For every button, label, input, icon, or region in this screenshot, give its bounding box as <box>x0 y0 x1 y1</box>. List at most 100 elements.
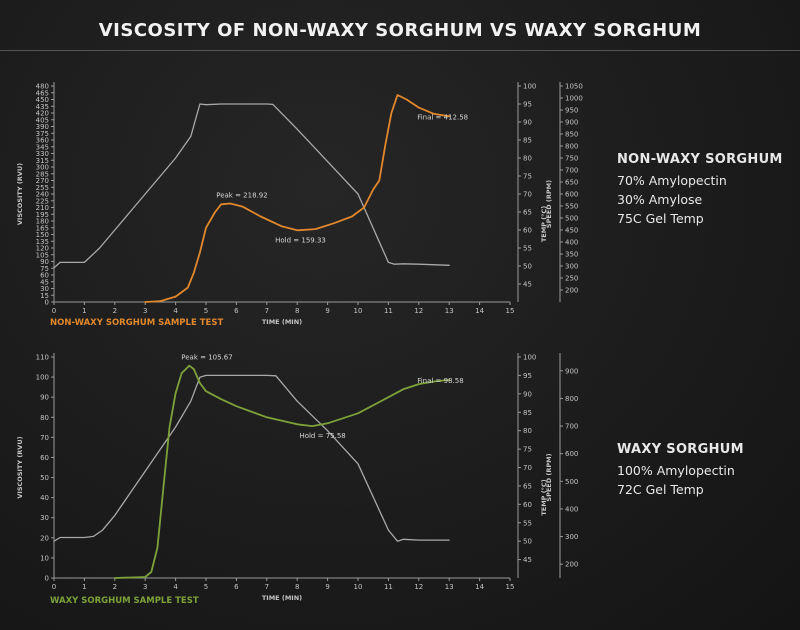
annotation-label: Final = 98.58 <box>417 377 464 385</box>
y-tick-label: 450 <box>36 96 49 104</box>
x-tick-label: 3 <box>143 307 147 315</box>
y-tick-label: 285 <box>36 170 49 178</box>
y3-tick-label: 550 <box>565 203 578 211</box>
y-tick-label: 60 <box>40 272 49 280</box>
x-tick-label: 0 <box>52 583 56 591</box>
x-tick-label: 9 <box>325 307 329 315</box>
y-tick-label: 390 <box>36 123 49 131</box>
y3-tick-label: 650 <box>565 179 578 187</box>
nonwaxy-heading: NON-WAXY SORGHUM <box>617 152 783 167</box>
x-axis-title: TIME (MIN) <box>262 594 302 602</box>
y2-tick-label: 90 <box>523 390 532 398</box>
y2-tick-label: 55 <box>523 245 532 253</box>
y-tick-label: 15 <box>40 292 49 300</box>
x-tick-label: 1 <box>82 583 86 591</box>
y3-tick-label: 850 <box>565 131 578 139</box>
y-tick-label: 210 <box>36 204 49 212</box>
viscosity-line <box>113 364 451 579</box>
x-tick-label: 13 <box>445 307 454 315</box>
x-tick-label: 14 <box>475 307 484 315</box>
x-tick-label: 12 <box>414 583 423 591</box>
y3-tick-label: 250 <box>565 275 578 283</box>
y3-tick-label: 200 <box>565 561 578 569</box>
y-tick-label: 90 <box>40 394 49 402</box>
y3-tick-label: 950 <box>565 107 578 115</box>
y2-tick-label: 70 <box>523 464 532 472</box>
y-tick-label: 0 <box>45 575 49 583</box>
x-tick-label: 15 <box>506 307 515 315</box>
y3-tick-label: 700 <box>565 423 578 431</box>
y-tick-label: 465 <box>36 89 49 97</box>
x-tick-label: 12 <box>414 307 423 315</box>
x-tick-label: 15 <box>506 583 515 591</box>
y-tick-label: 180 <box>36 218 49 226</box>
y-tick-label: 60 <box>40 454 49 462</box>
nonwaxy-info-line: 70% Amylopectin <box>617 173 727 188</box>
y-tick-label: 165 <box>36 224 49 232</box>
y3-tick-label: 500 <box>565 215 578 223</box>
y-tick-label: 45 <box>40 278 49 286</box>
x-tick-label: 2 <box>113 307 117 315</box>
y-tick-label: 105 <box>36 251 49 259</box>
x-tick-label: 10 <box>354 307 363 315</box>
y2-tick-label: 45 <box>523 556 532 564</box>
annotation-label: Peak = 105.67 <box>181 354 232 362</box>
x-tick-label: 2 <box>113 583 117 591</box>
y3-tick-label: 800 <box>565 395 578 403</box>
page-title: VISCOSITY OF NON-WAXY SORGHUM VS WAXY SO… <box>98 20 702 41</box>
y3-tick-label: 750 <box>565 155 578 163</box>
y-tick-label: 90 <box>40 258 49 266</box>
y3-tick-label: 700 <box>565 167 578 175</box>
y-tick-label: 70 <box>40 434 49 442</box>
y-tick-label: 270 <box>36 177 49 185</box>
y2-axis-title: TEMP (°C) <box>540 206 548 242</box>
y-tick-label: 120 <box>36 245 49 253</box>
y2-tick-label: 100 <box>523 83 536 91</box>
y3-tick-label: 500 <box>565 478 578 486</box>
y-tick-label: 345 <box>36 143 49 151</box>
y3-axis-title: SPEED (RPM) <box>545 180 553 228</box>
x-tick-label: 7 <box>265 583 269 591</box>
nonwaxy-info-line: 75C Gel Temp <box>617 211 704 226</box>
y-tick-label: 20 <box>40 534 49 542</box>
waxy-info-line: 100% Amylopectin <box>617 463 735 478</box>
x-tick-label: 1 <box>82 307 86 315</box>
y-tick-label: 480 <box>36 83 49 91</box>
y-tick-label: 135 <box>36 238 49 246</box>
x-tick-label: 8 <box>295 307 299 315</box>
title-divider <box>0 50 800 51</box>
y2-tick-label: 85 <box>523 409 532 417</box>
y2-tick-label: 70 <box>523 191 532 199</box>
sample-test-label: WAXY SORGHUM SAMPLE TEST <box>50 596 199 606</box>
y3-tick-label: 200 <box>565 287 578 295</box>
x-tick-label: 3 <box>143 583 147 591</box>
y2-tick-label: 60 <box>523 227 532 235</box>
x-tick-label: 9 <box>325 583 329 591</box>
y-tick-label: 195 <box>36 211 49 219</box>
y3-tick-label: 400 <box>565 505 578 513</box>
y-tick-label: 330 <box>36 150 49 158</box>
y3-tick-label: 350 <box>565 251 578 259</box>
y2-tick-label: 95 <box>523 372 532 380</box>
y2-tick-label: 75 <box>523 173 532 181</box>
y-tick-label: 225 <box>36 197 49 205</box>
y2-tick-label: 60 <box>523 501 532 509</box>
y2-tick-label: 45 <box>523 281 532 289</box>
x-tick-label: 11 <box>384 307 393 315</box>
y-tick-label: 360 <box>36 137 49 145</box>
y-tick-label: 240 <box>36 191 49 199</box>
y2-tick-label: 65 <box>523 209 532 217</box>
y2-tick-label: 50 <box>523 263 532 271</box>
y-axis-title: VISCOSITY (RVU) <box>16 436 24 498</box>
y-tick-label: 40 <box>40 494 49 502</box>
y3-tick-label: 600 <box>565 191 578 199</box>
y-tick-label: 0 <box>45 299 49 307</box>
y2-tick-label: 90 <box>523 119 532 127</box>
y-tick-label: 75 <box>40 265 49 273</box>
x-tick-label: 5 <box>204 307 208 315</box>
y2-tick-label: 80 <box>523 427 532 435</box>
y-tick-label: 30 <box>40 514 49 522</box>
x-tick-label: 0 <box>52 307 56 315</box>
annotation-label: Peak = 218.92 <box>216 191 267 199</box>
